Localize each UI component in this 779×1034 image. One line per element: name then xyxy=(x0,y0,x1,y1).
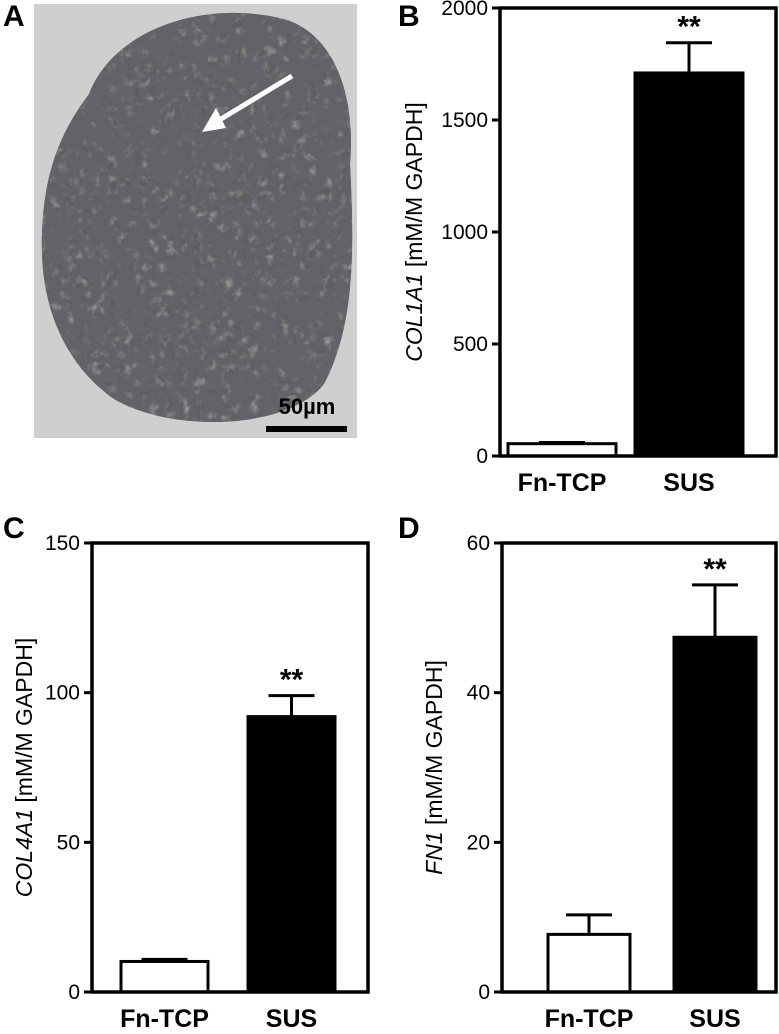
y-axis-label-gene: COL1A1 xyxy=(401,274,427,362)
chart-d: Fn-TCP ** SUS 0 20 40 60 FN1 [mM/M GAPDH] xyxy=(421,532,778,1033)
y-axis-label-gene: COL4A1 xyxy=(11,809,37,897)
y-axis-label: FN1 [mM/M GAPDH] xyxy=(421,660,447,875)
bar-sus xyxy=(246,715,337,994)
x-tick-label-fn-tcp: Fn-TCP xyxy=(518,469,607,497)
histology-micrograph: 50µm xyxy=(34,4,357,438)
chart-b: Fn-TCP ** SUS 0 500 1000 1500 2000 COL1A1 [mM/M … xyxy=(401,0,778,497)
arrow-annotation xyxy=(202,73,294,132)
plot-frame xyxy=(500,541,778,994)
panel-letter-a: A xyxy=(3,0,25,33)
bar-fn-tcp xyxy=(546,932,632,994)
y-tick-label: 100 xyxy=(45,682,80,705)
y-tick-label: 60 xyxy=(467,532,490,555)
y-axis-label: COL4A1 [mM/M GAPDH] xyxy=(11,638,37,897)
x-tick-label-sus: SUS xyxy=(663,469,714,497)
y-axis-label: COL1A1 [mM/M GAPDH] xyxy=(401,102,427,361)
panel-letter-d: D xyxy=(398,512,420,545)
bar-fn-tcp xyxy=(506,442,618,458)
y-tick-label: 500 xyxy=(453,333,488,356)
y-tick-label: 0 xyxy=(478,981,490,1004)
bar-sus xyxy=(672,635,758,994)
y-tick-label: 2000 xyxy=(441,0,488,20)
y-axis-label-gene: FN1 xyxy=(421,831,447,874)
bar-sus xyxy=(633,71,745,458)
x-tick-label-sus: SUS xyxy=(689,1005,740,1033)
significance-label-sus: ** xyxy=(677,11,701,44)
scale-bar: 50µm xyxy=(266,394,347,432)
y-axis-label-unit: [mM/M GAPDH] xyxy=(401,102,427,273)
x-tick-label-fn-tcp: Fn-TCP xyxy=(545,1005,634,1033)
y-tick-label: 40 xyxy=(467,682,490,705)
y-tick-label: 0 xyxy=(476,445,488,468)
y-tick-label: 20 xyxy=(467,831,490,854)
x-tick-label-fn-tcp: Fn-TCP xyxy=(120,1005,209,1033)
bar-fn-tcp xyxy=(119,959,210,994)
scale-bar-label: 50µm xyxy=(279,394,336,419)
y-tick-label: 50 xyxy=(57,831,80,854)
plot-frame xyxy=(90,541,370,994)
chart-c: Fn-TCP ** SUS 0 50 100 150 COL4A1 [mM/M GAPDH] xyxy=(11,532,370,1033)
panel-letter-c: C xyxy=(3,512,25,545)
y-axis-label-unit: [mM/M GAPDH] xyxy=(421,660,447,831)
y-tick-label: 1000 xyxy=(441,221,488,244)
y-tick-label: 0 xyxy=(68,981,80,1004)
y-tick-label: 150 xyxy=(45,532,80,555)
y-axis-label-unit: [mM/M GAPDH] xyxy=(11,638,37,809)
x-tick-label-sus: SUS xyxy=(266,1005,317,1033)
panel-letter-b: B xyxy=(398,0,420,33)
significance-label-sus: ** xyxy=(280,664,304,697)
y-tick-label: 1500 xyxy=(441,109,488,132)
significance-label-sus: ** xyxy=(703,553,727,586)
